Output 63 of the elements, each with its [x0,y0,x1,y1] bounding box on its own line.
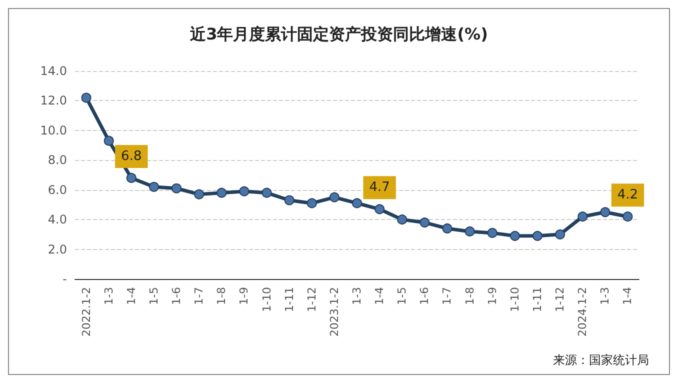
point [487,228,498,238]
y-tick-label: - [62,272,67,286]
data-label: 4.7 [369,180,390,196]
x-tick-label: 2023.1-2 [328,287,341,336]
point [329,192,340,202]
x-tick-label: 1-10 [508,287,522,312]
point [442,223,452,234]
x-tick-label: 1-9 [238,287,251,305]
x-tick-label: 1-5 [396,287,409,305]
point [239,186,250,196]
point [622,212,633,222]
y-tick-label: 8.0 [48,153,67,168]
y-tick-label: 12.0 [40,94,67,108]
x-tick-label: 1-7 [440,287,454,305]
x-tick-label: 1-3 [350,287,364,305]
x-tick-label: 1-11 [282,287,296,312]
x-tick-label: 1-4 [124,287,138,305]
point [510,230,520,241]
x-tick-label: 2024.1-2 [576,287,590,336]
y-tick-label: 6.0 [48,182,67,197]
x-tick-label: 1-12 [554,287,567,312]
y-tick-label: 4.0 [48,212,67,227]
x-tick-label: 1-11 [530,287,544,312]
point [397,214,408,225]
point [532,230,542,241]
y-tick-label: 14.0 [40,64,67,78]
point [374,204,385,214]
point [172,183,182,194]
point [420,218,430,228]
x-tick-label: 1-12 [305,287,318,312]
x-tick-label: 1-3 [598,287,612,305]
x-tick-label: 1-5 [147,287,160,305]
point [464,226,475,236]
x-tick-label: 1-7 [192,287,206,305]
x-tick-label: 2022.1-2 [80,287,93,336]
chart-title: 近3年月度累计固定资产投资同比增速(%) [189,24,488,44]
point [306,198,317,208]
point [104,136,114,146]
x-tick-label: 1-4 [373,287,386,305]
x-tick-label: 1-4 [621,287,634,305]
point [600,207,610,218]
x-tick-label: 1-8 [215,287,228,305]
data-label: 6.8 [121,148,142,164]
point [284,195,294,206]
data-label: 4.2 [617,188,638,203]
x-tick-label: 1-9 [486,287,499,305]
point [148,182,159,192]
point [262,188,272,198]
point [352,198,362,208]
point [555,229,566,240]
x-tick-label: 1-6 [418,287,432,305]
x-tick-label: 1-8 [463,287,476,305]
point [578,212,588,222]
y-tick-label: 10.0 [40,123,67,138]
point [216,188,227,198]
source-note: 来源：国家统计局 [553,353,649,367]
point [194,189,204,200]
point [81,92,92,103]
y-tick-label: 2.0 [48,242,67,256]
point [126,172,136,183]
x-tick-label: 1-10 [260,287,274,312]
x-tick-label: 1-6 [170,287,184,305]
x-tick-label: 1-3 [102,287,116,305]
